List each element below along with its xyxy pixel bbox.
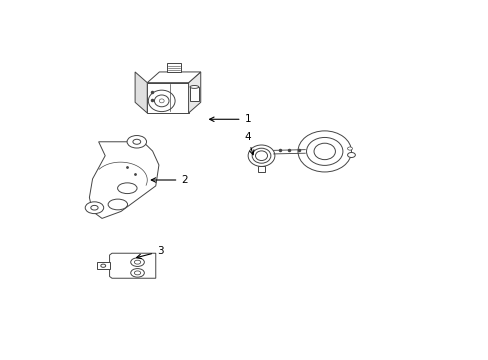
Polygon shape	[89, 142, 159, 219]
Polygon shape	[109, 253, 156, 278]
Ellipse shape	[91, 206, 98, 210]
Ellipse shape	[347, 147, 352, 150]
Ellipse shape	[130, 258, 144, 266]
Ellipse shape	[154, 95, 169, 107]
Text: 2: 2	[151, 175, 187, 185]
Polygon shape	[147, 72, 201, 83]
Ellipse shape	[108, 199, 127, 210]
Polygon shape	[167, 63, 181, 72]
Ellipse shape	[347, 153, 355, 157]
Polygon shape	[188, 72, 201, 113]
Polygon shape	[135, 72, 147, 113]
Text: 1: 1	[209, 114, 251, 124]
Ellipse shape	[130, 269, 144, 277]
Text: 4: 4	[244, 132, 253, 155]
Text: 3: 3	[136, 247, 163, 258]
Polygon shape	[257, 166, 265, 172]
Ellipse shape	[134, 271, 141, 275]
Polygon shape	[190, 87, 199, 101]
Ellipse shape	[159, 99, 164, 103]
Ellipse shape	[127, 135, 146, 148]
Ellipse shape	[85, 202, 103, 213]
Ellipse shape	[133, 139, 141, 144]
Ellipse shape	[148, 90, 175, 112]
Polygon shape	[97, 262, 109, 269]
Ellipse shape	[117, 183, 137, 194]
Ellipse shape	[134, 260, 141, 264]
Ellipse shape	[101, 264, 105, 267]
Polygon shape	[147, 83, 188, 113]
Ellipse shape	[190, 86, 199, 88]
